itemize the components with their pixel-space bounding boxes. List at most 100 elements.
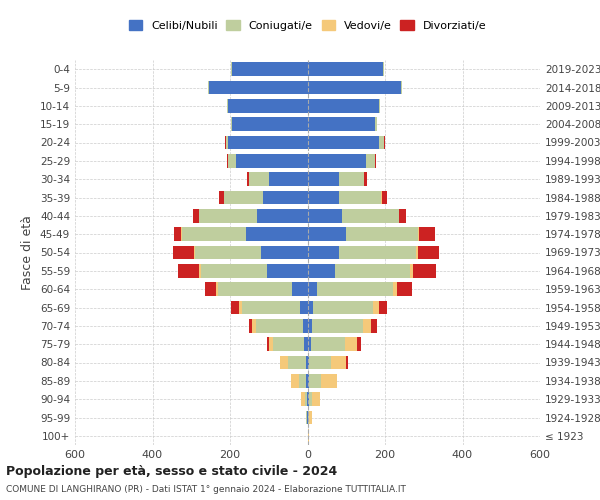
Bar: [242, 300, 300, 314]
Y-axis label: Fasce di età: Fasce di età: [22, 215, 34, 290]
Bar: [194, 246, 195, 260]
Bar: [291, 374, 299, 388]
Bar: [317, 282, 393, 296]
Bar: [382, 190, 388, 204]
Bar: [410, 264, 413, 278]
Bar: [199, 209, 257, 222]
Bar: [305, 356, 308, 370]
Bar: [308, 99, 379, 112]
Bar: [208, 80, 209, 94]
Bar: [239, 300, 242, 314]
Bar: [313, 300, 373, 314]
Bar: [308, 136, 379, 149]
Bar: [250, 172, 269, 186]
Bar: [267, 264, 308, 278]
Bar: [346, 338, 357, 351]
Bar: [308, 190, 338, 204]
Legend: Celibi/Nubili, Coniugati/e, Vedovi/e, Divorziati/e: Celibi/Nubili, Coniugati/e, Vedovi/e, Di…: [124, 16, 491, 35]
Bar: [357, 338, 361, 351]
Bar: [217, 282, 218, 296]
Bar: [182, 228, 245, 241]
Bar: [308, 154, 365, 168]
Bar: [228, 99, 308, 112]
Bar: [371, 319, 377, 332]
Bar: [307, 374, 308, 388]
Bar: [308, 246, 338, 260]
Bar: [205, 282, 217, 296]
Bar: [269, 338, 274, 351]
Bar: [400, 209, 406, 222]
Bar: [308, 338, 311, 351]
Bar: [308, 118, 376, 131]
Bar: [195, 246, 261, 260]
Bar: [226, 136, 228, 149]
Bar: [173, 246, 194, 260]
Bar: [379, 99, 380, 112]
Bar: [301, 392, 305, 406]
Bar: [308, 62, 383, 76]
Bar: [312, 392, 320, 406]
Bar: [418, 246, 439, 260]
Bar: [308, 319, 312, 332]
Bar: [308, 356, 310, 370]
Bar: [393, 282, 397, 296]
Bar: [305, 410, 307, 424]
Bar: [227, 99, 228, 112]
Bar: [224, 190, 263, 204]
Bar: [232, 62, 308, 76]
Bar: [346, 356, 348, 370]
Bar: [416, 246, 418, 260]
Bar: [364, 172, 367, 186]
Bar: [231, 118, 232, 131]
Bar: [338, 190, 381, 204]
Text: Popolazione per età, sesso e stato civile - 2024: Popolazione per età, sesso e stato civil…: [6, 465, 337, 478]
Bar: [346, 228, 418, 241]
Bar: [231, 62, 232, 76]
Bar: [309, 410, 312, 424]
Bar: [247, 172, 250, 186]
Bar: [308, 300, 313, 314]
Bar: [232, 118, 308, 131]
Bar: [376, 118, 377, 131]
Bar: [219, 190, 224, 204]
Bar: [311, 338, 346, 351]
Bar: [308, 392, 312, 406]
Bar: [308, 282, 317, 296]
Bar: [338, 246, 416, 260]
Bar: [310, 356, 331, 370]
Bar: [252, 319, 256, 332]
Bar: [373, 300, 379, 314]
Bar: [228, 136, 308, 149]
Bar: [383, 62, 384, 76]
Bar: [263, 190, 308, 204]
Bar: [308, 410, 309, 424]
Bar: [331, 356, 346, 370]
Bar: [419, 228, 434, 241]
Bar: [174, 228, 181, 241]
Bar: [227, 154, 228, 168]
Bar: [209, 80, 308, 94]
Bar: [418, 228, 419, 241]
Bar: [292, 282, 308, 296]
Bar: [256, 319, 303, 332]
Bar: [307, 392, 308, 406]
Bar: [397, 282, 412, 296]
Bar: [178, 264, 199, 278]
Bar: [181, 228, 182, 241]
Bar: [304, 338, 308, 351]
Text: COMUNE DI LANGHIRANO (PR) - Dati ISTAT 1° gennaio 2024 - Elaborazione TUTTITALIA: COMUNE DI LANGHIRANO (PR) - Dati ISTAT 1…: [6, 485, 406, 494]
Bar: [308, 264, 335, 278]
Bar: [308, 172, 338, 186]
Bar: [300, 300, 308, 314]
Bar: [379, 136, 384, 149]
Bar: [308, 228, 346, 241]
Bar: [299, 374, 307, 388]
Bar: [245, 228, 308, 241]
Bar: [269, 172, 308, 186]
Bar: [321, 374, 337, 388]
Bar: [338, 172, 364, 186]
Bar: [228, 154, 236, 168]
Bar: [379, 300, 387, 314]
Bar: [218, 282, 292, 296]
Bar: [280, 356, 288, 370]
